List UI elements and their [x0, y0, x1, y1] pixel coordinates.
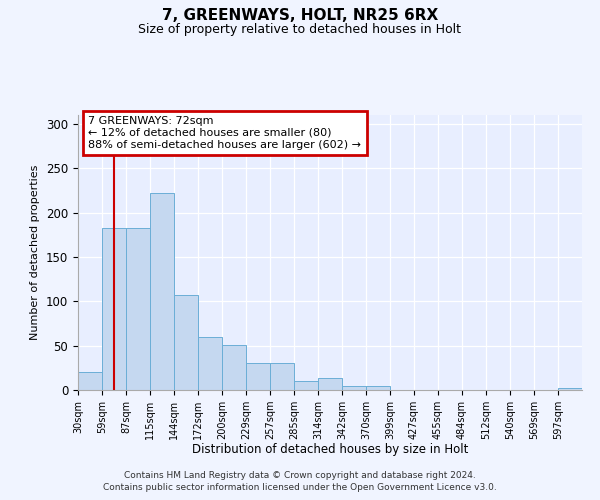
Text: 7 GREENWAYS: 72sqm
← 12% of detached houses are smaller (80)
88% of semi-detache: 7 GREENWAYS: 72sqm ← 12% of detached hou…: [88, 116, 361, 150]
Bar: [102, 228, 126, 390]
Bar: [246, 364, 270, 390]
Bar: [294, 381, 318, 390]
Bar: [558, 388, 582, 390]
Bar: [198, 337, 222, 390]
Bar: [174, 295, 198, 390]
Text: Distribution of detached houses by size in Holt: Distribution of detached houses by size …: [192, 442, 468, 456]
Bar: [222, 345, 246, 390]
Y-axis label: Number of detached properties: Number of detached properties: [31, 165, 40, 340]
Bar: [366, 386, 390, 390]
Bar: [78, 372, 102, 390]
Bar: [150, 193, 174, 390]
Bar: [318, 378, 342, 390]
Text: Size of property relative to detached houses in Holt: Size of property relative to detached ho…: [139, 22, 461, 36]
Text: 7, GREENWAYS, HOLT, NR25 6RX: 7, GREENWAYS, HOLT, NR25 6RX: [162, 8, 438, 22]
Text: Contains HM Land Registry data © Crown copyright and database right 2024.: Contains HM Land Registry data © Crown c…: [124, 471, 476, 480]
Bar: [342, 386, 366, 390]
Text: Contains public sector information licensed under the Open Government Licence v3: Contains public sector information licen…: [103, 484, 497, 492]
Bar: [270, 364, 294, 390]
Bar: [126, 228, 150, 390]
